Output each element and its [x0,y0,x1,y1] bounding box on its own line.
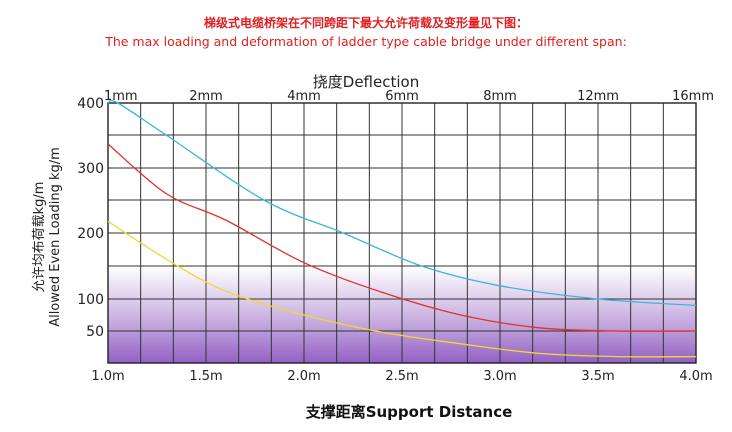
x-tick-label: 3.5m [581,369,614,384]
chart-title-cn: 梯级式电缆桥架在不同跨距下最大允许荷载及变形量见下图： [203,16,528,30]
top-tick-label: 1mm [104,89,138,104]
y-axis-label-en: Allowed Even Loading kg/m [48,147,63,327]
y-tick-label: 400 [77,96,104,112]
y-tick-label: 300 [77,161,104,177]
y-tick-label: 100 [77,292,104,308]
x-tick-label: 2.0m [287,369,320,384]
chart-title-en: The max loading and deformation of ladde… [105,34,627,49]
top-tick-label: 8mm [483,89,517,104]
top-tick-label: 2mm [189,89,223,104]
x-tick-label: 1.5m [189,369,222,384]
series-lines [107,99,697,358]
series-line-2 [107,143,697,332]
y-tick-label: 50 [86,324,104,340]
x-tick-labels: 1.0m 1.5m 2.0m 2.5m 3.0m 3.5m 4.0m [91,369,712,384]
x-axis-label: 支撑距离Support Distance [305,403,513,421]
top-tick-label: 6mm [385,89,419,104]
top-tick-label: 16mm [672,89,714,104]
y-tick-labels: 50 100 200 300 400 [77,96,104,340]
y-axis-label: 允许均布荷载kg/m Allowed Even Loading kg/m [32,147,64,327]
x-tick-label: 3.0m [483,369,516,384]
y-tick-label: 200 [77,226,104,242]
top-tick-labels: 1mm 2mm 4mm 6mm 8mm 12mm 16mm [104,89,714,104]
x-tick-label: 1.0m [91,369,124,384]
top-tick-label: 12mm [577,89,619,104]
series-line-1 [107,99,697,307]
top-axis-label: 挠度Deflection [312,73,420,91]
plot-frame [107,102,697,364]
y-axis-label-cn: 允许均布荷载kg/m [32,181,47,293]
top-tick-label: 4mm [287,89,321,104]
x-tick-label: 2.5m [385,369,418,384]
x-tick-label: 4.0m [679,369,712,384]
series-line-3 [107,220,697,358]
